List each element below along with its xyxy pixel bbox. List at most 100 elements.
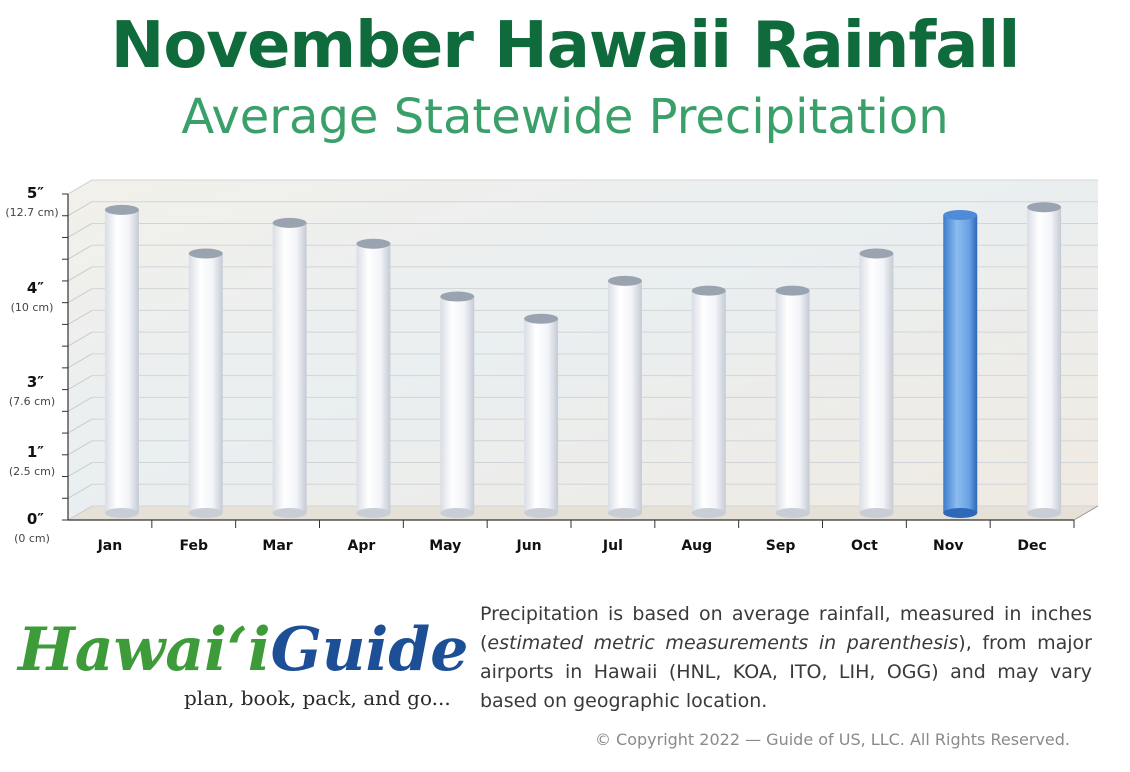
- x-tick-labels: Jan Feb Mar Apr May Jun Jul Aug Sep Oct Nov Dec: [97, 538, 1047, 554]
- note-text-1: Precipitation is based on average rainfa…: [480, 603, 1092, 654]
- hawaii-guide-logo: Hawai‘iGuide plan, book, pack, and go...: [18, 612, 468, 730]
- bar-base: [691, 508, 726, 518]
- x-tick-label: Oct: [851, 538, 878, 554]
- floor-edge: [1073, 505, 1099, 521]
- bar-base: [775, 508, 810, 518]
- bar-cap: [440, 291, 475, 302]
- bar-jan: [104, 204, 139, 518]
- bar-base: [607, 508, 642, 518]
- x-tick-label: Jan: [97, 538, 123, 554]
- x-tick-label: Apr: [348, 538, 376, 554]
- x-tick-label: Jun: [516, 538, 542, 554]
- bar-cap: [104, 204, 139, 215]
- bar-body: [1027, 207, 1062, 513]
- gridline-depth: [67, 483, 93, 499]
- y-tick-label: 5″: [27, 184, 44, 202]
- gridline-depth: [67, 440, 93, 456]
- chart-subtitle: Average Statewide Precipitation: [181, 89, 949, 145]
- bar-body: [188, 253, 223, 513]
- bar-base: [943, 508, 978, 518]
- gridline-depth: [67, 179, 93, 195]
- y-tick-sublabel: (7.6 cm): [9, 395, 55, 408]
- axes: [62, 193, 1099, 528]
- bar-cap: [188, 248, 223, 259]
- bar-base: [440, 508, 475, 518]
- bar-dec: [1027, 202, 1062, 518]
- bar-body: [524, 318, 559, 513]
- bar-body: [607, 280, 642, 513]
- x-tick-label: Nov: [933, 538, 963, 554]
- copyright-notice: © Copyright 2022 — Guide of US, LLC. All…: [594, 730, 1070, 749]
- x-tick-label: May: [429, 538, 461, 554]
- gridline-depth: [67, 353, 93, 369]
- bar-body: [440, 296, 475, 513]
- gridline-depth: [67, 244, 93, 260]
- bar-cap: [356, 238, 391, 249]
- bar-cap: [1027, 202, 1062, 213]
- y-tick-label: 4″: [27, 279, 44, 297]
- y-tick-label: 1″: [27, 443, 44, 461]
- bar-base: [356, 508, 391, 518]
- gridline-depth: [67, 418, 93, 434]
- bar-jun: [524, 313, 559, 518]
- bar-base: [188, 508, 223, 518]
- plot-backdrop: [68, 180, 1098, 520]
- gridline-depth: [67, 309, 93, 325]
- bar-apr: [356, 238, 391, 518]
- note-text-italic: estimated metric measurements in parenth…: [487, 632, 959, 654]
- bar-cap: [524, 313, 559, 324]
- gridline-depth: [67, 201, 93, 217]
- y-tick-sublabel: (10 cm): [11, 301, 54, 314]
- y-tick-label: 0″: [27, 510, 44, 528]
- plot-floor: [68, 506, 1098, 520]
- y-tick-sublabel: (0 cm): [14, 532, 50, 545]
- precipitation-note: Precipitation is based on average rainfa…: [480, 600, 1092, 716]
- logo-wordmark: Hawai‘iGuide: [18, 612, 468, 688]
- bar-body: [943, 215, 978, 513]
- bar-jul: [607, 275, 642, 518]
- bar-cap: [272, 217, 307, 228]
- bar-sep: [775, 285, 810, 518]
- bar-cap: [691, 285, 726, 296]
- y-tick-sublabel: (2.5 cm): [9, 465, 55, 478]
- gridline-depth: [67, 396, 93, 412]
- y-tick-sublabel: (12.7 cm): [5, 206, 58, 219]
- bar-base: [859, 508, 894, 518]
- note-text-2: ), from major airports in Hawaii (HNL, K…: [480, 632, 1092, 712]
- gridline-depth: [67, 331, 93, 347]
- bar-body: [356, 243, 391, 513]
- bar-nov: [943, 210, 978, 518]
- gridline-depth: [67, 505, 93, 521]
- bar-body: [859, 253, 894, 513]
- bar-mar: [272, 217, 307, 518]
- gridline-depth: [67, 375, 93, 391]
- x-tick-label: Feb: [179, 538, 208, 554]
- x-tick-label: Sep: [766, 538, 796, 554]
- x-tick-label: Jul: [602, 538, 623, 554]
- bar-may: [440, 291, 475, 518]
- bar-body: [775, 290, 810, 513]
- y-tick-label: 3″: [27, 373, 44, 391]
- bar-cap: [775, 285, 810, 296]
- gridline-depth: [67, 266, 93, 282]
- chart-title: November Hawaii Rainfall: [110, 9, 1021, 83]
- rainfall-bar-chart: Jan Feb Mar Apr May Jun Jul Aug Sep Oct Nov Dec 0″ (…: [5, 179, 1099, 554]
- plot-background: [68, 180, 1098, 520]
- bar-cap: [859, 248, 894, 259]
- gridlines: [67, 179, 1098, 521]
- x-tick-label: Dec: [1017, 538, 1046, 554]
- logo-tagline: plan, book, pack, and go...: [184, 686, 451, 710]
- gridline-depth: [67, 223, 93, 238]
- bar-body: [691, 290, 726, 513]
- bar-aug: [691, 285, 726, 518]
- gridline-depth: [67, 288, 93, 304]
- x-tick-label: Aug: [681, 538, 712, 554]
- bar-cap: [943, 210, 978, 221]
- bar-base: [524, 508, 559, 518]
- x-tick-label: Mar: [262, 538, 292, 554]
- bar-cap: [607, 275, 642, 286]
- bar-oct: [859, 248, 894, 518]
- bar-base: [272, 508, 307, 518]
- bars: [104, 202, 1062, 518]
- y-tick-labels: 0″ (0 cm) 1″ (2.5 cm) 3″ (7.6 cm) 4″ (10 cm) 5″ (…: [5, 184, 58, 545]
